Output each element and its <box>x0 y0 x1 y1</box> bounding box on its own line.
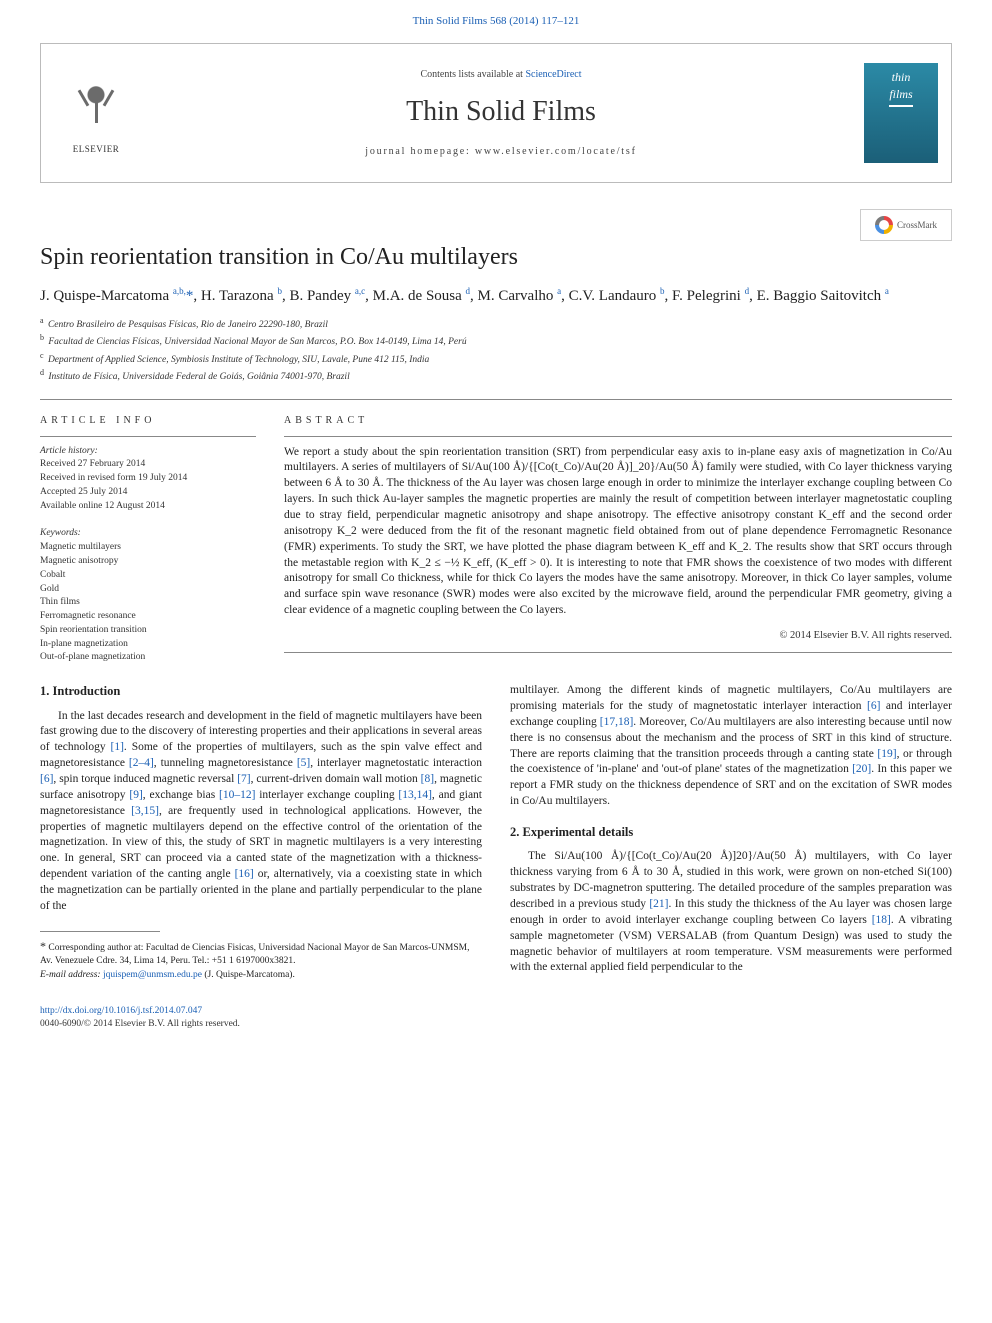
keyword: Gold <box>40 583 256 597</box>
header-center: Contents lists available at ScienceDirec… <box>151 44 851 182</box>
section-2-para: The Si/Au(100 Å)/{[Co(t_Co)/Au(20 Å)]20}… <box>510 849 952 976</box>
sciencedirect-link[interactable]: ScienceDirect <box>525 69 581 80</box>
history-received: Received 27 February 2014 <box>40 458 256 472</box>
abstract-text: We report a study about the spin reorien… <box>284 445 952 619</box>
affil-c: c Department of Applied Science, Symbios… <box>40 350 952 367</box>
journal-homepage: journal homepage: www.elsevier.com/locat… <box>365 145 636 159</box>
rule-artinfo <box>40 436 256 437</box>
email-label: E-mail address: <box>40 970 103 980</box>
affil-b: b Facultad de Ciencias Físicas, Universi… <box>40 332 952 349</box>
keyword: Ferromagnetic resonance <box>40 610 256 624</box>
section-1-para-b: multilayer. Among the different kinds of… <box>510 683 952 810</box>
crossmark-icon <box>875 216 893 234</box>
journal-header: ELSEVIER Contents lists available at Sci… <box>40 43 952 183</box>
footer: http://dx.doi.org/10.1016/j.tsf.2014.07.… <box>40 1005 952 1032</box>
keyword: Cobalt <box>40 569 256 583</box>
keyword: Out-of-plane magnetization <box>40 651 256 665</box>
keywords: Keywords: Magnetic multilayers Magnetic … <box>40 527 256 665</box>
article-info-head: ARTICLE INFO <box>40 414 256 428</box>
rule-abstract-bottom <box>284 652 952 653</box>
rule-abstract <box>284 436 952 437</box>
cover-swatch: thin films <box>864 63 938 163</box>
footer-copyright: 0040-6090/© 2014 Elsevier B.V. All right… <box>40 1018 952 1031</box>
section-1-para-a: In the last decades research and develop… <box>40 709 482 915</box>
corresponding-note: * Corresponding author at: Facultad de C… <box>40 938 482 968</box>
abstract-copyright: © 2014 Elsevier B.V. All rights reserved… <box>284 629 952 644</box>
corr-email[interactable]: jquispem@unmsm.edu.pe <box>103 970 202 980</box>
journal-cover: thin films <box>851 44 951 182</box>
paper-title: Spin reorientation transition in Co/Au m… <box>40 241 952 275</box>
section-1-head: 1. Introduction <box>40 683 482 701</box>
affil-a: a Centro Brasileiro de Pesquisas Físicas… <box>40 315 952 332</box>
elsevier-tree-icon <box>68 71 124 139</box>
history-label: Article history: <box>40 445 256 459</box>
rule-1 <box>40 399 952 400</box>
history-accepted: Accepted 25 July 2014 <box>40 486 256 500</box>
keyword: Thin films <box>40 596 256 610</box>
section-2-head: 2. Experimental details <box>510 824 952 842</box>
affiliations: a Centro Brasileiro de Pesquisas Físicas… <box>40 315 952 385</box>
home-url: www.elsevier.com/locate/tsf <box>475 146 637 157</box>
keyword: Spin reorientation transition <box>40 624 256 638</box>
home-pre: journal homepage: <box>365 146 475 157</box>
keywords-label: Keywords: <box>40 527 256 541</box>
corr-email-line: E-mail address: jquispem@unmsm.edu.pe (J… <box>40 969 482 982</box>
cover-line1: thin <box>892 69 911 86</box>
corr-text: Corresponding author at: Facultad de Cie… <box>40 943 469 966</box>
keyword: In-plane magnetization <box>40 638 256 652</box>
keyword: Magnetic multilayers <box>40 541 256 555</box>
doi-link[interactable]: http://dx.doi.org/10.1016/j.tsf.2014.07.… <box>40 1006 202 1016</box>
publisher-logo: ELSEVIER <box>41 44 151 182</box>
email-sfx: (J. Quispe-Marcatoma). <box>202 970 295 980</box>
abstract-head: ABSTRACT <box>284 414 952 428</box>
top-journal-link[interactable]: Thin Solid Films 568 (2014) 117–121 <box>413 15 580 27</box>
publisher-name: ELSEVIER <box>73 143 120 156</box>
journal-name: Thin Solid Films <box>406 92 596 131</box>
contents-pre: Contents lists available at <box>420 69 525 80</box>
history-revised: Received in revised form 19 July 2014 <box>40 472 256 486</box>
authors: J. Quispe-Marcatoma a,b,*, H. Tarazona b… <box>40 285 952 307</box>
corr-rule <box>40 931 160 932</box>
keyword: Magnetic anisotropy <box>40 555 256 569</box>
crossmark-badge[interactable]: CrossMark <box>860 209 952 241</box>
contents-available: Contents lists available at ScienceDirec… <box>420 68 581 82</box>
affil-d: d Instituto de Física, Universidade Fede… <box>40 367 952 384</box>
history-online: Available online 12 August 2014 <box>40 500 256 514</box>
article-history: Article history: Received 27 February 20… <box>40 445 256 514</box>
cover-line2: films <box>889 86 912 107</box>
crossmark-label: CrossMark <box>897 219 937 232</box>
